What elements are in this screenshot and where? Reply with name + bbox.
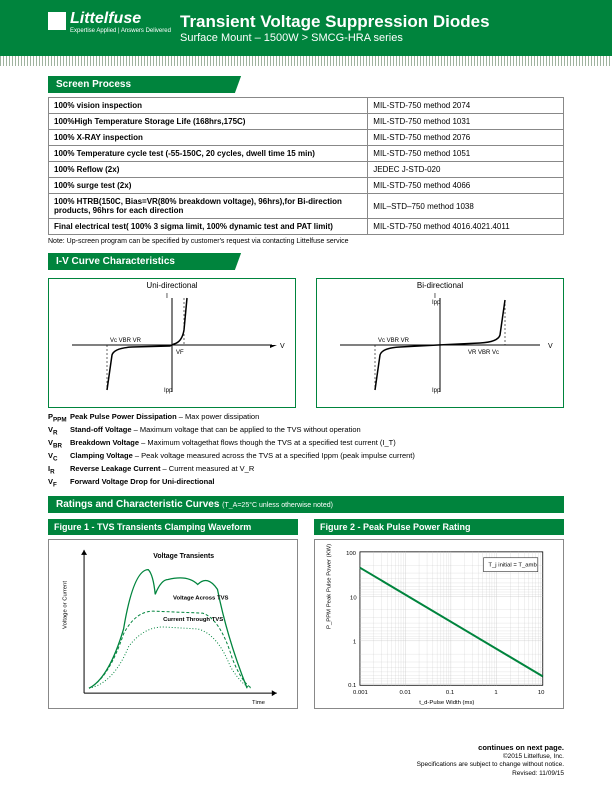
iv-definition: VFForward Voltage Drop for Uni-direction…	[48, 477, 564, 490]
svg-text:Ipp: Ipp	[164, 388, 173, 394]
svg-text:I: I	[166, 293, 168, 300]
iv-definitions: PPPMPeak Pulse Power Dissipation – Max p…	[48, 412, 564, 490]
proc-method: MIL-STD-750 method 1051	[368, 146, 564, 162]
svg-text:0.01: 0.01	[399, 690, 411, 696]
page-footer: continues on next page. ©2015 Littelfuse…	[417, 743, 564, 778]
table-row: 100%High Temperature Storage Life (168hr…	[49, 114, 564, 130]
proc-test: 100% HTRB(150C, Bias=VR(80% breakdown vo…	[49, 194, 368, 219]
iv-definition: VRStand-off Voltage – Maximum voltage th…	[48, 425, 564, 438]
footer-continues: continues on next page.	[417, 743, 564, 753]
iv-definition: VCClamping Voltage – Peak voltage measur…	[48, 451, 564, 464]
figure-2-box: T_j initial = T_amb P_PPM Peak Pulse Pow…	[314, 539, 564, 709]
proc-method: MIL-STD-750 method 2076	[368, 130, 564, 146]
iv-curve-bi-title: Bi-directional	[317, 281, 563, 290]
svg-text:Voltage Across TVS: Voltage Across TVS	[173, 595, 229, 601]
header-titles: Transient Voltage Suppression Diodes Sur…	[180, 12, 490, 44]
proc-method: MIL-STD-750 method 4066	[368, 178, 564, 194]
svg-text:VR VBR Vc: VR VBR Vc	[468, 350, 499, 356]
iv-curve-uni-title: Uni-directional	[49, 281, 295, 290]
iv-definition: PPPMPeak Pulse Power Dissipation – Max p…	[48, 412, 564, 425]
footer-copyright: ©2015 Littelfuse, Inc.	[417, 753, 564, 761]
page-title: Transient Voltage Suppression Diodes	[180, 12, 490, 32]
proc-test: 100% surge test (2x)	[49, 178, 368, 194]
proc-test: 100% X-RAY inspection	[49, 130, 368, 146]
svg-text:1: 1	[494, 690, 497, 696]
svg-text:Voltage Transients: Voltage Transients	[153, 552, 214, 559]
svg-text:V: V	[548, 343, 553, 350]
svg-text:10: 10	[350, 595, 357, 601]
iv-curve-uni: Uni-directional V I Vc VBR VR VF Ipp	[48, 278, 296, 408]
figure-2: Figure 2 - Peak Pulse Power Rating T_j i…	[314, 519, 564, 709]
table-row: 100% HTRB(150C, Bias=VR(80% breakdown vo…	[49, 194, 564, 219]
svg-text:Ipp: Ipp	[432, 388, 441, 394]
svg-text:10: 10	[538, 690, 545, 696]
svg-text:1: 1	[353, 639, 356, 645]
footer-spec: Specifications are subject to change wit…	[417, 761, 564, 769]
iv-definition: IRReverse Leakage Current – Current meas…	[48, 464, 564, 477]
svg-text:0.1: 0.1	[348, 683, 356, 689]
footer-revised: Revised: 11/09/15	[417, 770, 564, 778]
table-row: 100% Temperature cycle test (-55-150C, 2…	[49, 146, 564, 162]
svg-text:V: V	[280, 343, 285, 350]
iv-definition: VBRBreakdown Voltage – Maximum voltageth…	[48, 438, 564, 451]
svg-text:Time: Time	[252, 700, 266, 706]
divider-dots	[0, 56, 612, 66]
figure-2-title: Figure 2 - Peak Pulse Power Rating	[314, 519, 564, 535]
iv-curves-row: Uni-directional V I Vc VBR VR VF Ipp Bi-…	[48, 278, 564, 408]
proc-method: MIL-STD-750 method 4016.4021.4011	[368, 219, 564, 235]
proc-test: 100%High Temperature Storage Life (168hr…	[49, 114, 368, 130]
ratings-title: Ratings and Characteristic Curves	[56, 499, 219, 510]
figure-1: Figure 1 - TVS Transients Clamping Wavef…	[48, 519, 298, 709]
section-ratings: Ratings and Characteristic Curves (T_A=2…	[48, 496, 564, 513]
svg-text:Ipp: Ipp	[432, 300, 441, 306]
figure-2-svg: T_j initial = T_amb P_PPM Peak Pulse Pow…	[315, 540, 563, 708]
iv-uni-svg: V I Vc VBR VR VF Ipp	[49, 290, 295, 400]
proc-test: Final electrical test( 100% 3 sigma limi…	[49, 219, 368, 235]
svg-text:P_PPM Peak Pulse Power (KW): P_PPM Peak Pulse Power (KW)	[326, 544, 332, 629]
logo-icon	[48, 12, 66, 30]
proc-method: JEDEC J-STD-020	[368, 162, 564, 178]
figure-1-title: Figure 1 - TVS Transients Clamping Wavef…	[48, 519, 298, 535]
table-row: 100% surge test (2x)MIL-STD-750 method 4…	[49, 178, 564, 194]
table-row: 100% X-RAY inspectionMIL-STD-750 method …	[49, 130, 564, 146]
svg-text:100: 100	[346, 550, 357, 556]
svg-text:T_j initial = T_amb: T_j initial = T_amb	[488, 562, 537, 568]
logo-tagline: Expertise Applied | Answers Delivered	[70, 28, 171, 34]
iv-curve-bi: Bi-directional V I Vc VBR VR VR VBR Vc I…	[316, 278, 564, 408]
figure-1-box: Voltage or Current Time Voltage Transien…	[48, 539, 298, 709]
section-screen-process: Screen Process	[48, 76, 228, 93]
proc-test: 100% vision inspection	[49, 98, 368, 114]
svg-text:I: I	[434, 293, 436, 300]
table-row: 100% vision inspectionMIL-STD-750 method…	[49, 98, 564, 114]
svg-text:0.001: 0.001	[353, 690, 368, 696]
svg-text:Voltage or Current: Voltage or Current	[62, 580, 68, 628]
svg-text:Vc VBR VR: Vc VBR VR	[110, 338, 142, 344]
svg-text:t_d-Pulse Width (ms): t_d-Pulse Width (ms)	[419, 700, 474, 706]
proc-test: 100% Temperature cycle test (-55-150C, 2…	[49, 146, 368, 162]
page-subtitle: Surface Mount – 1500W > SMCG-HRA series	[180, 32, 490, 44]
page-header: Littelfuse Expertise Applied | Answers D…	[0, 0, 612, 56]
screen-process-note: Note: Up-screen program can be specified…	[48, 238, 564, 245]
proc-method: MIL-STD-750 method 1031	[368, 114, 564, 130]
svg-text:0.1: 0.1	[446, 690, 454, 696]
proc-method: MIL-STD-750 method 2074	[368, 98, 564, 114]
figure-1-svg: Voltage or Current Time Voltage Transien…	[49, 540, 297, 708]
svg-text:VF: VF	[176, 350, 184, 356]
svg-text:Current Through TVS: Current Through TVS	[163, 617, 223, 623]
ratings-note: (T_A=25°C unless otherwise noted)	[222, 502, 333, 509]
proc-method: MIL–STD–750 method 1038	[368, 194, 564, 219]
proc-test: 100% Reflow (2x)	[49, 162, 368, 178]
section-iv-curve: I-V Curve Characteristics	[48, 253, 228, 270]
svg-text:Vc VBR VR: Vc VBR VR	[378, 338, 410, 344]
logo-text: Littelfuse	[70, 10, 171, 28]
iv-bi-svg: V I Vc VBR VR VR VBR Vc Ipp Ipp	[317, 290, 563, 400]
screen-process-table: 100% vision inspectionMIL-STD-750 method…	[48, 97, 564, 235]
table-row: 100% Reflow (2x)JEDEC J-STD-020	[49, 162, 564, 178]
logo-block: Littelfuse Expertise Applied | Answers D…	[70, 10, 171, 34]
table-row: Final electrical test( 100% 3 sigma limi…	[49, 219, 564, 235]
